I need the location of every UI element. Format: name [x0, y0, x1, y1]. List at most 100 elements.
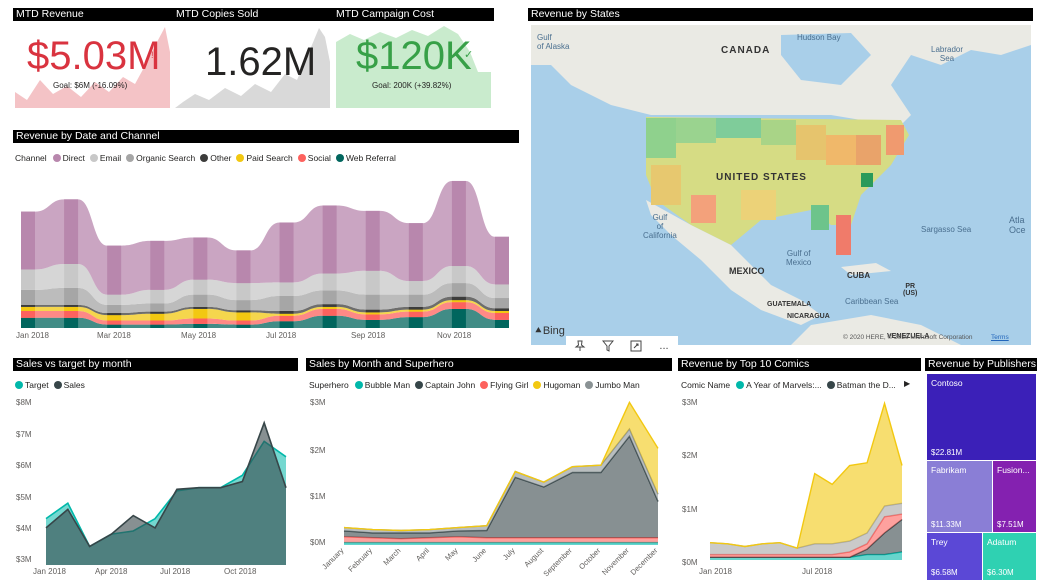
channel-bar-segment[interactable] [451, 308, 466, 328]
channel-bar-segment[interactable] [322, 205, 337, 274]
channel-bar-segment[interactable] [64, 287, 79, 305]
channel-bar-segment[interactable] [451, 266, 466, 284]
channel-bar-segment[interactable] [408, 309, 423, 312]
ribbon-direct[interactable] [21, 180, 509, 295]
treemap-tile-adatum[interactable]: Adatum $6.30M [983, 533, 1036, 580]
legend-item-label[interactable]: Social [307, 153, 331, 163]
legend-item-label[interactable]: Sales [63, 380, 85, 390]
channel-bar-segment[interactable] [64, 264, 79, 288]
ribbon-web-referral[interactable] [21, 308, 509, 328]
channel-bar-segment[interactable] [107, 294, 122, 305]
channel-bar-segment[interactable] [64, 199, 79, 265]
channel-bar-segment[interactable] [365, 294, 380, 310]
channel-bar-segment[interactable] [150, 303, 165, 312]
legend-item-label[interactable]: Flying Girl [490, 380, 529, 390]
channel-bar-segment[interactable] [236, 324, 251, 328]
legend-item-label[interactable]: Hugoman [543, 380, 581, 390]
channel-bar-segment[interactable] [322, 304, 337, 307]
legend-item-label[interactable]: Captain John [425, 380, 476, 390]
channel-bar-segment[interactable] [107, 324, 122, 328]
area-jumbo-man[interactable] [344, 429, 658, 533]
channel-bar-segment[interactable] [279, 315, 294, 322]
channel-bar-segment[interactable] [236, 283, 251, 301]
channel-bar-segment[interactable] [495, 284, 509, 299]
channel-bar-segment[interactable] [107, 313, 122, 316]
revenue-by-states-map[interactable]: Gulf of Alaska CANADA Hudson Bay Labrado… [531, 25, 1031, 345]
top-comics-chart[interactable] [708, 398, 908, 563]
channel-bar-segment[interactable] [21, 269, 35, 290]
channel-bar-segment[interactable] [21, 289, 35, 305]
channel-bar-segment[interactable] [107, 320, 122, 325]
channel-bar-segment[interactable] [150, 320, 165, 325]
channel-bar-segment[interactable] [107, 304, 122, 314]
channel-bar-segment[interactable] [365, 270, 380, 295]
channel-bar-segment[interactable] [279, 296, 294, 311]
legend-item-label[interactable]: Organic Search [136, 153, 196, 163]
channel-bar-segment[interactable] [150, 311, 165, 314]
channel-bar-segment[interactable] [408, 306, 423, 310]
legend-item-label[interactable]: Batman the D... [836, 380, 896, 390]
channel-bar-segment[interactable] [150, 313, 165, 321]
channel-bar-segment[interactable] [365, 319, 380, 328]
channel-bar-segment[interactable] [451, 180, 466, 267]
legend-item-label[interactable]: Paid Search [246, 153, 293, 163]
sales-vs-target-chart[interactable] [44, 395, 294, 565]
channel-bar-segment[interactable] [64, 304, 79, 307]
channel-bar-segment[interactable] [236, 300, 251, 311]
channel-bar-segment[interactable] [365, 312, 380, 315]
channel-bar-segment[interactable] [193, 308, 208, 319]
legend-next-arrow[interactable]: ▶ [904, 379, 911, 388]
channel-bar-segment[interactable] [451, 283, 466, 297]
channel-bar-segment[interactable] [495, 310, 509, 314]
channel-bar-segment[interactable] [365, 210, 380, 271]
channel-bar-segment[interactable] [408, 281, 423, 295]
channel-bar-segment[interactable] [322, 308, 337, 316]
channel-bar-segment[interactable] [21, 310, 35, 318]
channel-bar-segment[interactable] [150, 289, 165, 304]
channel-bar-segment[interactable] [451, 300, 466, 303]
ribbon-paid-search[interactable] [21, 300, 509, 321]
legend-item-label[interactable]: A Year of Marvels:... [746, 380, 822, 390]
legend-item-label[interactable]: Direct [62, 153, 85, 163]
channel-bar-segment[interactable] [236, 320, 251, 325]
channel-bar-segment[interactable] [322, 315, 337, 328]
publishers-treemap[interactable]: Contoso $22.81M Fabrikam $11.33M Fusion.… [927, 374, 1036, 580]
expand-icon[interactable] [627, 338, 645, 354]
channel-bar-segment[interactable] [495, 308, 509, 311]
channel-bar-segment[interactable] [64, 306, 79, 311]
comic-area[interactable] [710, 519, 902, 558]
channel-bar-segment[interactable] [495, 236, 509, 285]
treemap-tile-trey[interactable]: Trey $6.58M [927, 533, 982, 580]
comic-area[interactable] [710, 403, 902, 549]
channel-bar-segment[interactable] [408, 311, 423, 318]
area-captain-john[interactable] [344, 436, 658, 539]
map-terms-link[interactable]: Terms [991, 334, 1009, 341]
treemap-tile-fabrikam[interactable]: Fabrikam $11.33M [927, 461, 992, 532]
channel-bar-segment[interactable] [193, 237, 208, 280]
channel-bar-segment[interactable] [193, 294, 208, 307]
ribbon-other[interactable] [21, 296, 509, 316]
channel-bar-segment[interactable] [408, 294, 423, 307]
legend-item-label[interactable]: Target [25, 380, 49, 390]
kpi-revenue-card[interactable]: $5.03M ! Goal: $6M (-16.09%) [15, 22, 170, 108]
channel-bar-segment[interactable] [495, 319, 509, 328]
comic-area[interactable] [710, 503, 902, 555]
filter-icon[interactable] [599, 338, 617, 354]
pin-icon[interactable] [571, 338, 589, 354]
channel-bar-segment[interactable] [451, 296, 466, 301]
channel-bar-segment[interactable] [451, 302, 466, 309]
channel-bar-segment[interactable] [193, 279, 208, 295]
comic-line[interactable] [709, 400, 903, 550]
ribbon-email[interactable] [21, 264, 509, 305]
superhero-chart[interactable] [340, 400, 670, 550]
channel-bar-segment[interactable] [279, 313, 294, 316]
ribbon-social[interactable] [21, 302, 509, 325]
legend-item-label[interactable]: Jumbo Man [595, 380, 640, 390]
legend-item-label[interactable]: Other [210, 153, 232, 163]
channel-bar-segment[interactable] [322, 273, 337, 291]
channel-bar-segment[interactable] [21, 317, 35, 328]
channel-bar-segment[interactable] [495, 298, 509, 309]
kpi-copies-card[interactable]: 1.62M [175, 22, 330, 108]
channel-bar-segment[interactable] [193, 318, 208, 324]
channel-bar-segment[interactable] [365, 309, 380, 313]
